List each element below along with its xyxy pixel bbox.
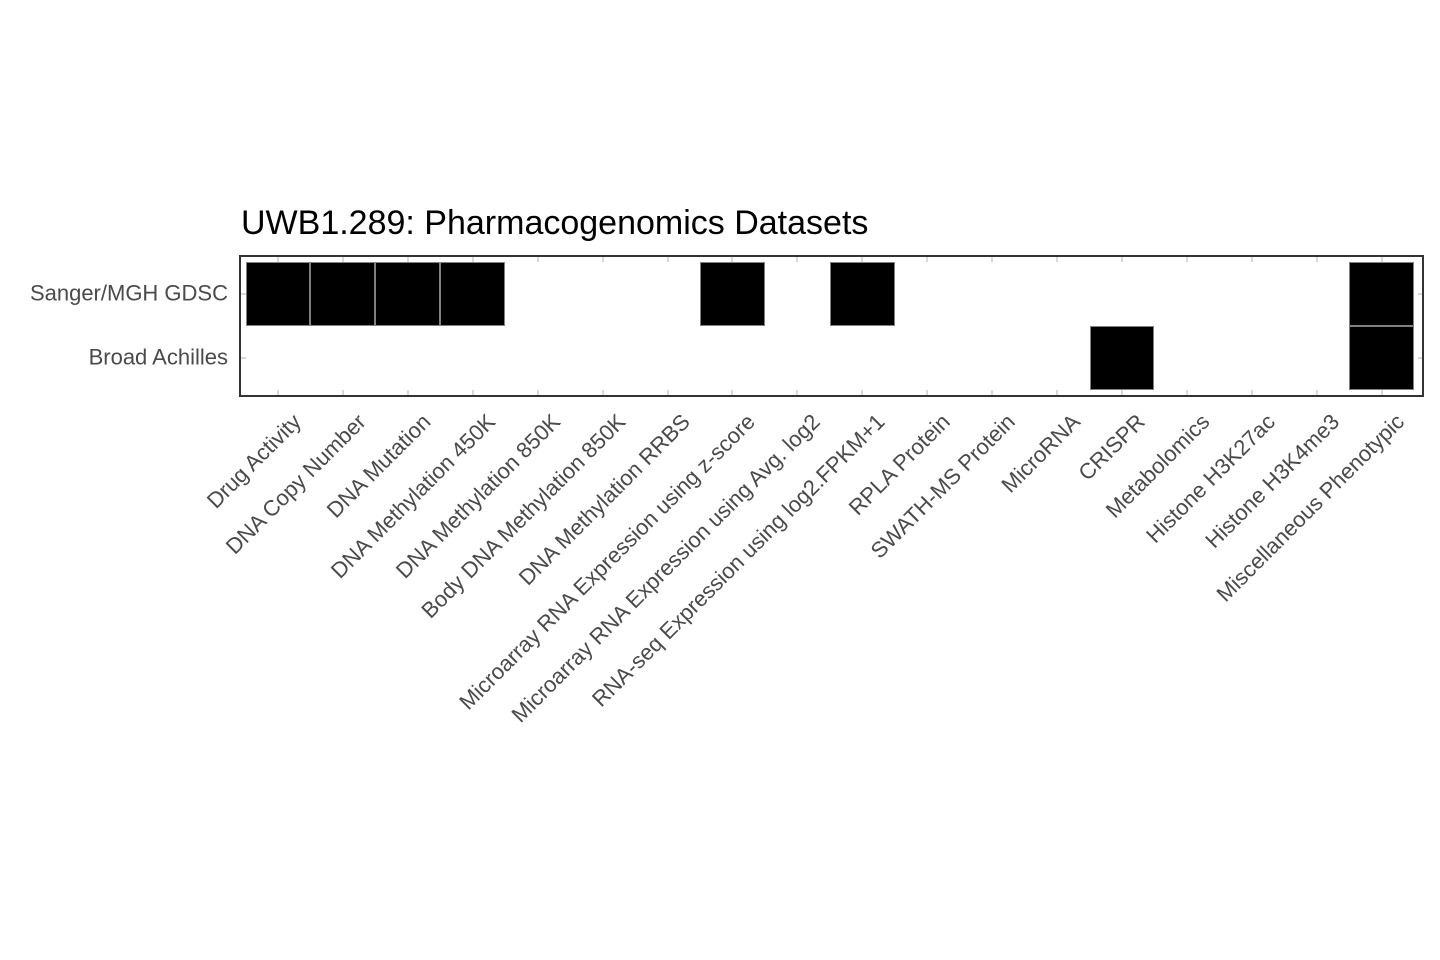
- heatmap-panel: [239, 255, 1424, 397]
- x-grid-tick: [1380, 390, 1383, 395]
- chart-title: UWB1.289: Pharmacogenomics Datasets: [241, 204, 869, 242]
- y-grid-tick: [241, 357, 246, 359]
- x-grid-tick: [666, 390, 669, 395]
- x-grid-tick: [991, 390, 994, 395]
- x-grid-tick: [1056, 390, 1059, 395]
- x-grid-tick: [1121, 390, 1124, 395]
- y-axis-label: Sanger/MGH GDSC: [29, 280, 228, 306]
- x-grid-tick: [1185, 390, 1188, 395]
- x-grid-tick: [1056, 257, 1059, 262]
- x-grid-tick: [341, 257, 344, 262]
- x-grid-tick: [731, 257, 734, 262]
- x-axis-label: Microarray RNA Expression using Avg. log…: [506, 409, 826, 728]
- x-grid-tick: [341, 390, 344, 395]
- heatmap-cell: [310, 262, 376, 326]
- x-grid-tick: [1380, 257, 1383, 262]
- heatmap-cell: [1349, 262, 1415, 326]
- x-grid-tick: [1250, 257, 1253, 262]
- x-grid-tick: [796, 257, 799, 262]
- x-grid-tick: [406, 257, 409, 262]
- x-grid-tick: [991, 257, 994, 262]
- y-axis-label: Broad Achilles: [88, 344, 228, 370]
- x-grid-tick: [536, 390, 539, 395]
- x-grid-tick: [276, 390, 279, 395]
- x-grid-tick: [861, 257, 864, 262]
- x-grid-tick: [1250, 390, 1253, 395]
- y-grid-tick: [241, 293, 246, 295]
- heatmap-cell: [245, 262, 311, 326]
- x-grid-tick: [926, 390, 929, 395]
- x-grid-tick: [1315, 390, 1318, 395]
- x-grid-tick: [1121, 257, 1124, 262]
- heatmap-cell: [1349, 326, 1415, 390]
- y-grid-tick: [1417, 357, 1422, 359]
- x-grid-tick: [1185, 257, 1188, 262]
- x-grid-tick: [1315, 257, 1318, 262]
- x-grid-tick: [471, 257, 474, 262]
- heatmap-cell: [1089, 326, 1155, 390]
- heatmap-cell: [375, 262, 441, 326]
- heatmap-cell: [699, 262, 765, 326]
- x-grid-tick: [666, 257, 669, 262]
- heatmap-cell: [829, 262, 895, 326]
- x-grid-tick: [601, 390, 604, 395]
- x-grid-tick: [861, 390, 864, 395]
- y-grid-tick: [1417, 293, 1422, 295]
- x-grid-tick: [731, 390, 734, 395]
- x-grid-tick: [601, 257, 604, 262]
- x-grid-tick: [536, 257, 539, 262]
- x-grid-tick: [796, 390, 799, 395]
- x-grid-tick: [276, 257, 279, 262]
- heatmap-cell: [440, 262, 506, 326]
- x-grid-tick: [926, 257, 929, 262]
- x-grid-tick: [471, 390, 474, 395]
- x-grid-tick: [406, 390, 409, 395]
